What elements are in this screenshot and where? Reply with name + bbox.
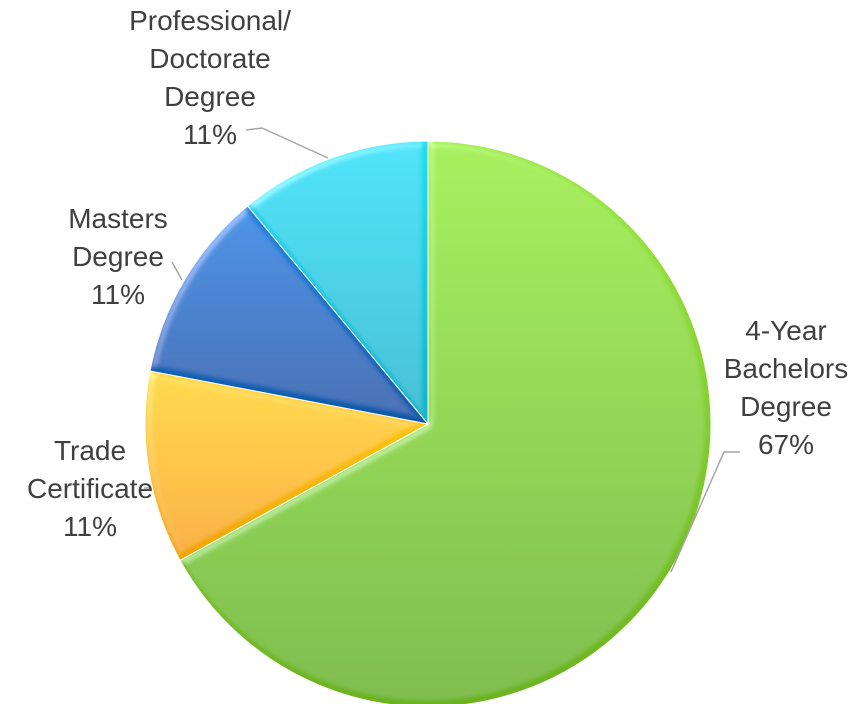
leader-line-professional-doctorate (245, 127, 329, 159)
pie-slice-trade-certificate (144, 370, 430, 562)
category-label-line: Degree (164, 81, 256, 112)
category-label-line: Professional/ (129, 5, 291, 36)
category-label-line: Degree (72, 241, 164, 272)
category-label-line: 4-Year (745, 315, 826, 346)
pie-slice-professional-doctorate (246, 140, 429, 426)
data-label-bachelors: 4-Year Bachelors Degree 67% (724, 315, 849, 460)
percent-label: 11% (91, 279, 145, 310)
percent-label: 67% (758, 429, 814, 460)
pie-slices (144, 140, 712, 704)
category-label-line: Certificate (27, 473, 153, 504)
category-label-line: Doctorate (149, 43, 270, 74)
pie-slice-masters (149, 205, 430, 425)
data-label-masters: Masters Degree 11% (68, 203, 168, 310)
category-label-line: Trade (54, 435, 126, 466)
percent-label: 11% (63, 511, 117, 542)
leader-line-bachelors (670, 451, 740, 573)
leader-lines (144, 127, 740, 573)
category-label-line: Bachelors (724, 353, 849, 384)
data-label-professional-doctorate: Professional/Doctorate Degree 11% (129, 5, 291, 150)
leader-line-masters (171, 261, 183, 281)
percent-label: 11% (183, 119, 237, 150)
data-label-trade-certificate: Trade Certificate 11% (27, 435, 153, 542)
pie-slice-bachelors (179, 140, 712, 704)
slice-labels: 4-Year Bachelors Degree 67% Trade Certificate… (27, 5, 848, 542)
category-label-line: Masters (68, 203, 168, 234)
category-label-line: Degree (740, 391, 832, 422)
